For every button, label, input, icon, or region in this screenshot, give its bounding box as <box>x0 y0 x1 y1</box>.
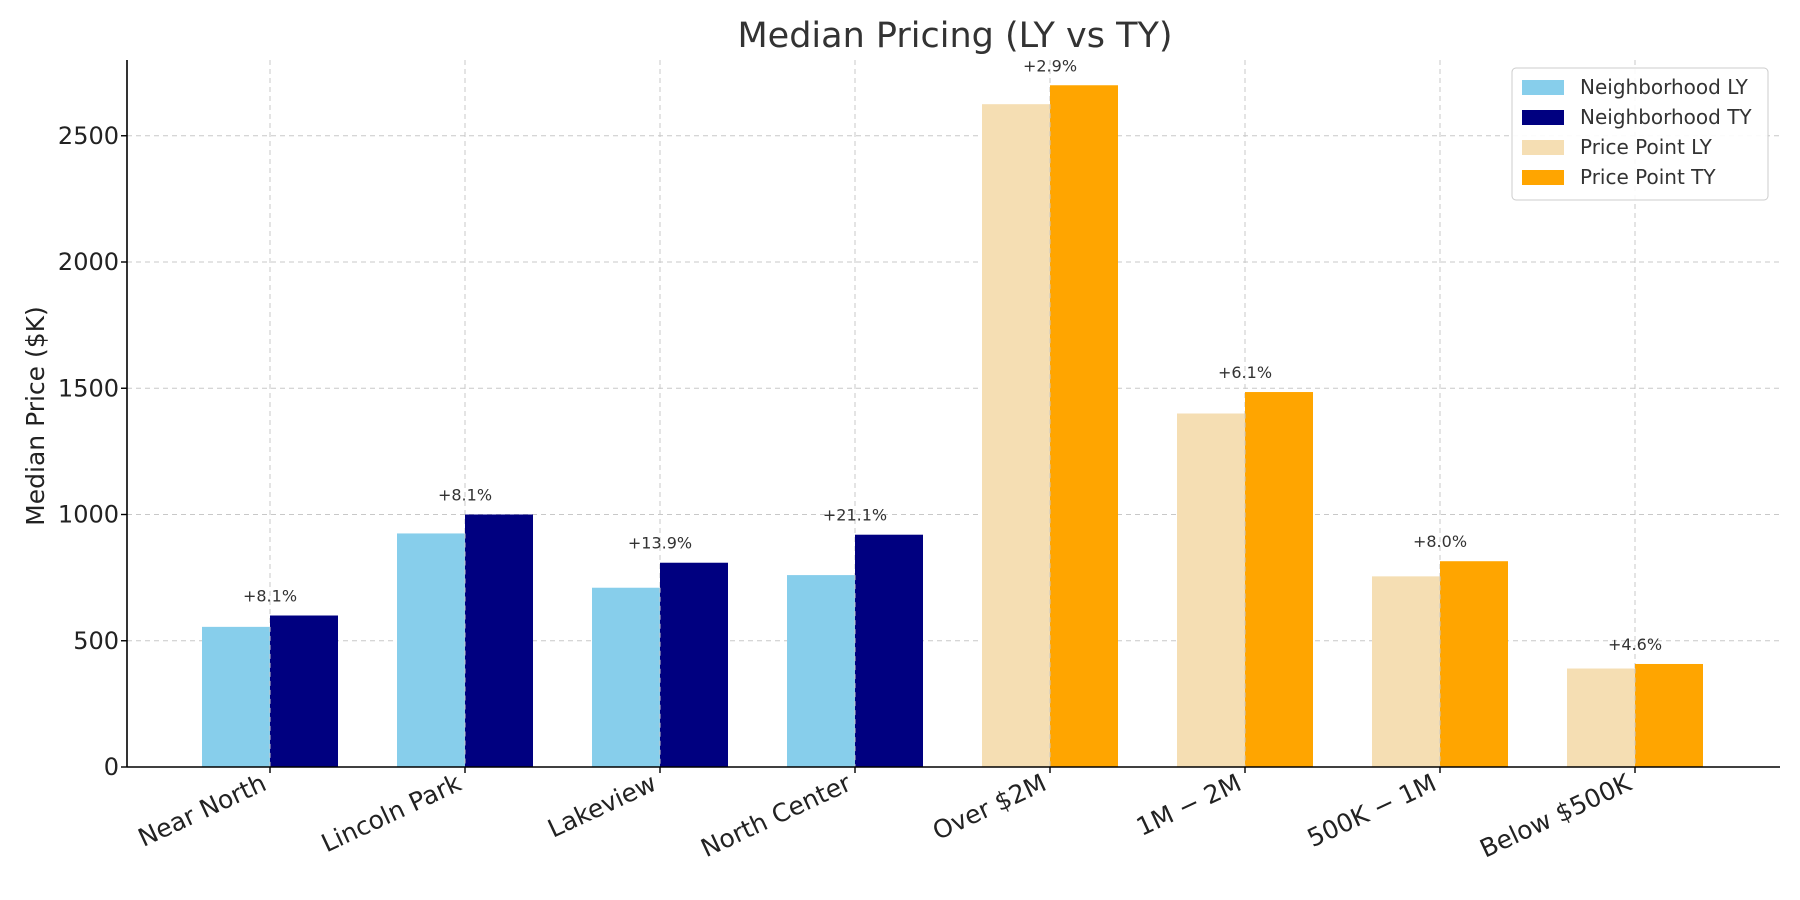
legend: Neighborhood LY Neighborhood TY Price Poin… <box>1511 67 1769 201</box>
legend-label: Neighborhood LY <box>1580 75 1749 99</box>
legend-swatch <box>1522 140 1564 155</box>
legend-label: Price Point TY <box>1580 165 1716 189</box>
y-tick-label: 0 <box>104 753 119 781</box>
bar-ly <box>982 104 1050 767</box>
chart-title: Median Pricing (LY vs TY) <box>737 16 1172 56</box>
legend-label: Neighborhood TY <box>1580 105 1752 129</box>
change-label: +6.1% <box>1218 363 1272 382</box>
bar-ty <box>1050 85 1118 767</box>
x-tick-label: Lakeview <box>543 768 660 843</box>
x-tick-label: North Center <box>696 768 856 863</box>
bar-ly <box>1177 413 1245 767</box>
bar-ly <box>1372 576 1440 767</box>
change-label: +21.1% <box>823 506 887 525</box>
axes-layer <box>121 60 1780 773</box>
bar-ly <box>202 626 270 767</box>
bar-ty <box>660 562 728 767</box>
x-tick-label: Near North <box>134 768 271 852</box>
x-tick-label: Lincoln Park <box>317 768 466 858</box>
bars-layer <box>202 85 1703 767</box>
change-label: +2.9% <box>1023 56 1077 75</box>
change-label: +8.1% <box>243 587 297 606</box>
bar-ty <box>855 534 923 767</box>
bar-ly <box>592 587 660 767</box>
change-label: +4.6% <box>1608 635 1662 654</box>
change-label: +13.9% <box>628 534 692 553</box>
y-tick-label: 500 <box>73 627 119 655</box>
bar-ly <box>787 575 855 767</box>
change-label: +8.0% <box>1413 532 1467 551</box>
bar-ly <box>1567 668 1635 767</box>
bar-ty <box>270 615 338 767</box>
x-tick-label: Over $2M <box>928 768 1050 846</box>
bar-ty <box>1635 663 1703 767</box>
legend-swatch <box>1522 110 1564 125</box>
y-tick-label: 1000 <box>58 501 119 529</box>
bar-ty <box>1440 561 1508 767</box>
y-axis-label: Median Price ($K) <box>21 306 50 526</box>
bar-ty <box>1245 392 1313 767</box>
x-tick-label: 500K − 1M <box>1303 768 1441 853</box>
x-tick-label: 1M − 2M <box>1132 768 1246 842</box>
legend-label: Price Point LY <box>1580 135 1713 159</box>
legend-swatch <box>1522 170 1564 185</box>
bar-ly <box>397 533 465 767</box>
x-tick-label: Below $500K <box>1475 768 1636 864</box>
y-tick-label: 2000 <box>58 248 119 276</box>
y-tick-label: 2500 <box>58 122 119 150</box>
legend-swatch <box>1522 80 1564 95</box>
bar-ty <box>465 514 533 767</box>
legend-box <box>1511 67 1769 201</box>
change-label: +8.1% <box>438 486 492 505</box>
y-tick-label: 1500 <box>58 374 119 402</box>
